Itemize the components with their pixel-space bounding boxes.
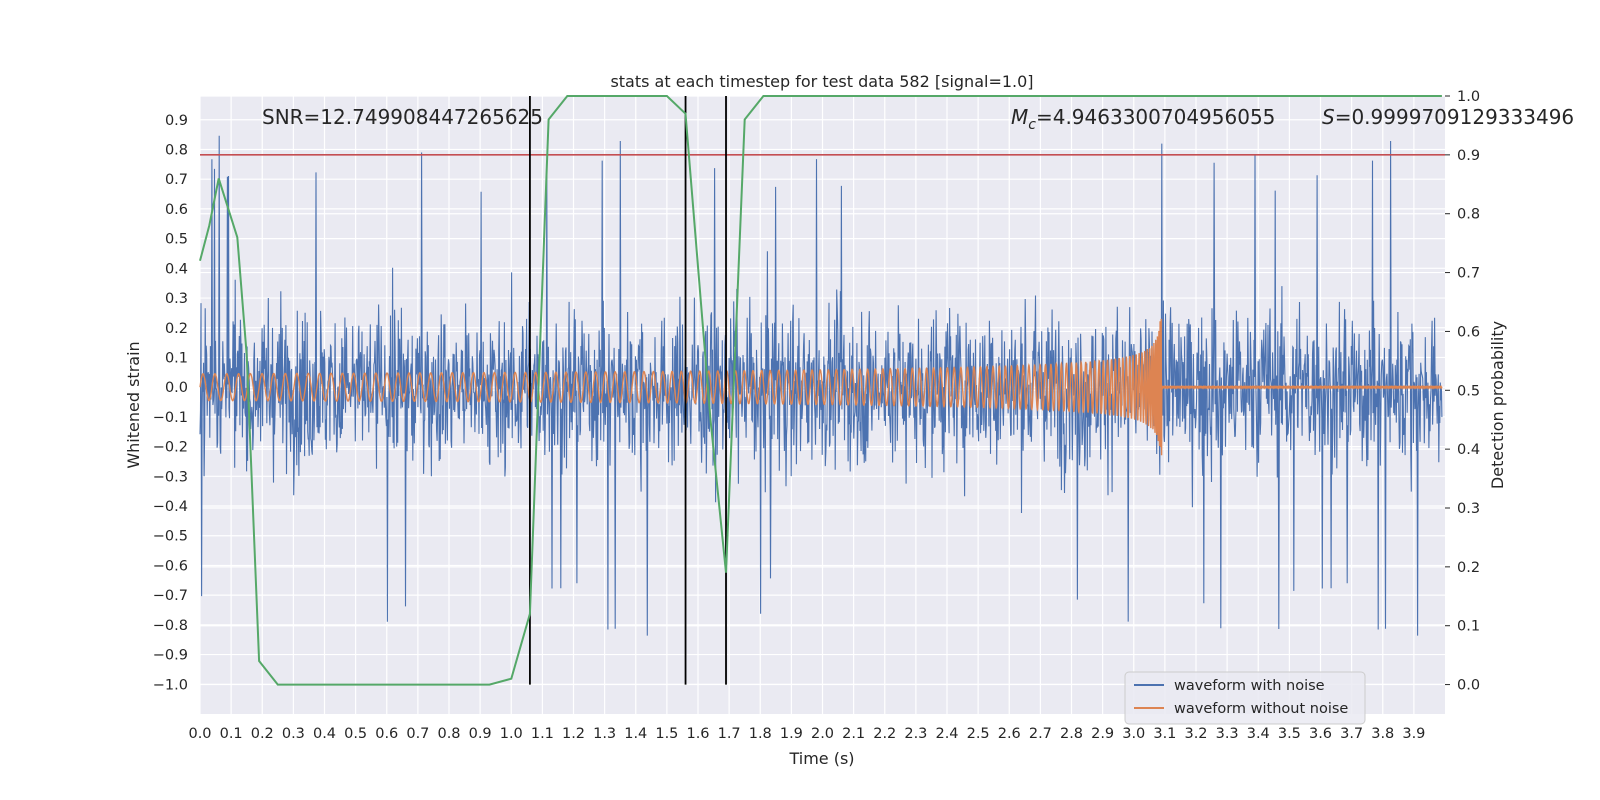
x-tick-label: 3.0 bbox=[1122, 726, 1145, 742]
chart-title: stats at each timestep for test data 582… bbox=[610, 72, 1033, 91]
left-tick-label: −0.3 bbox=[153, 469, 188, 485]
left-tick-label: 0.5 bbox=[165, 232, 188, 248]
x-tick-label: 0.8 bbox=[437, 726, 460, 742]
legend-box bbox=[1124, 671, 1366, 725]
x-tick-label: 3.2 bbox=[1184, 726, 1207, 742]
x-tick-labels: 0.0 0.1 0.2 0.3 0.4 0.5 0.6 0.7 0.8 0.9 1.0 1.1 1.2 1… bbox=[188, 726, 1425, 742]
right-tick-label: 0.2 bbox=[1457, 560, 1480, 576]
left-tick-label: 0.8 bbox=[165, 142, 188, 158]
chirp-mass-subscript: c bbox=[1028, 117, 1036, 133]
x-tick-label: 3.7 bbox=[1340, 726, 1363, 742]
left-tick-label: 0.4 bbox=[165, 261, 188, 277]
left-tick-label: −0.9 bbox=[153, 648, 188, 664]
x-tick-label: 0.4 bbox=[313, 726, 336, 742]
left-tick-label: −0.8 bbox=[153, 618, 188, 634]
x-tick-label: 3.9 bbox=[1402, 726, 1425, 742]
score-symbol: S bbox=[1322, 105, 1335, 129]
x-tick-label: 3.4 bbox=[1247, 726, 1270, 742]
x-axis-label: Time (s) bbox=[788, 749, 854, 768]
x-tick-label: 2.6 bbox=[998, 726, 1021, 742]
left-tick-label: −0.6 bbox=[153, 558, 188, 574]
left-tick-label: 0.1 bbox=[165, 350, 188, 366]
detection-probability-line bbox=[199, 95, 1442, 686]
chirp-mass-value: =4.9463300704956055 bbox=[1036, 105, 1275, 129]
left-tick-label: −0.1 bbox=[153, 410, 188, 426]
x-tick-label: 3.5 bbox=[1278, 726, 1301, 742]
x-tick-label: 1.7 bbox=[718, 726, 741, 742]
left-tick-label: 0.6 bbox=[165, 202, 188, 218]
left-tick-label: 0.7 bbox=[165, 172, 188, 188]
x-tick-label: 0.5 bbox=[344, 726, 367, 742]
x-tick-label: 2.8 bbox=[1060, 726, 1083, 742]
x-tick-label: 3.3 bbox=[1216, 726, 1239, 742]
vertical-markers bbox=[529, 96, 727, 685]
left-tick-label: −1.0 bbox=[153, 677, 188, 693]
left-tick-label: −0.4 bbox=[153, 499, 188, 515]
clean-waveform-line bbox=[199, 318, 1443, 456]
left-tick-label: 0.2 bbox=[165, 321, 188, 337]
legend-label-clean: waveform without noise bbox=[1174, 701, 1348, 717]
score-value: =0.9999709129333496 bbox=[1335, 105, 1574, 129]
x-tick-label: 0.9 bbox=[469, 726, 492, 742]
right-tick-label: 0.9 bbox=[1457, 148, 1480, 164]
legend-label-noise: waveform with noise bbox=[1174, 678, 1325, 694]
clean-waveform-series bbox=[199, 318, 1443, 456]
x-tick-label: 0.0 bbox=[188, 726, 211, 742]
left-tick-label: −0.2 bbox=[153, 440, 188, 456]
right-tick-label: 0.7 bbox=[1457, 266, 1480, 282]
x-tick-label: 1.8 bbox=[749, 726, 772, 742]
right-tick-label: 0.0 bbox=[1457, 678, 1480, 694]
x-tick-label: 0.6 bbox=[375, 726, 398, 742]
right-tick-label: 0.4 bbox=[1457, 442, 1480, 458]
x-tick-label: 0.3 bbox=[282, 726, 305, 742]
left-tick-label: −0.5 bbox=[153, 529, 188, 545]
x-tick-label: 2.7 bbox=[1029, 726, 1052, 742]
chirp-mass-annotation: Mc=4.9463300704956055 bbox=[1011, 105, 1275, 133]
right-tick-label: 0.5 bbox=[1457, 383, 1480, 399]
x-tick-label: 1.4 bbox=[624, 726, 647, 742]
x-tick-label: 1.3 bbox=[593, 726, 616, 742]
x-tick-label: 2.3 bbox=[904, 726, 927, 742]
x-tick-label: 0.7 bbox=[406, 726, 429, 742]
x-tick-label: 1.1 bbox=[531, 726, 554, 742]
x-tick-label: 0.2 bbox=[251, 726, 274, 742]
left-axis-label: Whitened strain bbox=[124, 341, 143, 468]
score-annotation: S=0.9999709129333496 bbox=[1322, 105, 1574, 129]
x-tick-label: 3.8 bbox=[1371, 726, 1394, 742]
left-tick-label: 0.3 bbox=[165, 291, 188, 307]
right-tick-labels: 1.0 0.9 0.8 0.7 0.6 0.5 0.4 0.3 0.2 0.1 0.0 bbox=[1445, 89, 1480, 694]
x-tick-label: 1.9 bbox=[780, 726, 803, 742]
x-tick-label: 2.2 bbox=[873, 726, 896, 742]
right-axis-label: Detection probability bbox=[1488, 321, 1507, 489]
left-tick-labels: 0.9 0.8 0.7 0.6 0.5 0.4 0.3 0.2 0.1 0.0 −0.1 −0.2 −0… bbox=[153, 113, 188, 694]
x-tick-label: 3.1 bbox=[1153, 726, 1176, 742]
x-tick-label: 1.2 bbox=[562, 726, 585, 742]
x-tick-label: 0.1 bbox=[220, 726, 243, 742]
left-tick-label: −0.7 bbox=[153, 588, 188, 604]
grid bbox=[199, 95, 1445, 714]
snr-annotation: SNR=12.749908447265625 bbox=[262, 105, 543, 129]
right-tick-label: 0.6 bbox=[1457, 324, 1480, 340]
noisy-waveform-line bbox=[199, 135, 1443, 636]
legend: waveform with noise waveform without noi… bbox=[1124, 671, 1366, 725]
right-tick-label: 0.8 bbox=[1457, 207, 1480, 223]
noisy-waveform-series bbox=[199, 135, 1443, 636]
x-tick-label: 1.0 bbox=[500, 726, 523, 742]
chirp-mass-symbol: M bbox=[1011, 105, 1028, 129]
x-tick-label: 2.1 bbox=[842, 726, 865, 742]
x-tick-label: 2.9 bbox=[1091, 726, 1114, 742]
x-tick-label: 1.5 bbox=[655, 726, 678, 742]
right-tick-label: 0.3 bbox=[1457, 501, 1480, 517]
x-tick-label: 2.5 bbox=[967, 726, 990, 742]
x-tick-label: 2.4 bbox=[935, 726, 958, 742]
right-tick-label: 1.0 bbox=[1457, 89, 1480, 105]
x-tick-label: 3.6 bbox=[1309, 726, 1332, 742]
right-tick-label: 0.1 bbox=[1457, 619, 1480, 635]
left-tick-label: 0.9 bbox=[165, 113, 188, 129]
x-tick-label: 2.0 bbox=[811, 726, 834, 742]
x-tick-label: 1.6 bbox=[686, 726, 709, 742]
left-tick-label: 0.0 bbox=[165, 380, 188, 396]
detection-probability-series bbox=[199, 95, 1442, 686]
